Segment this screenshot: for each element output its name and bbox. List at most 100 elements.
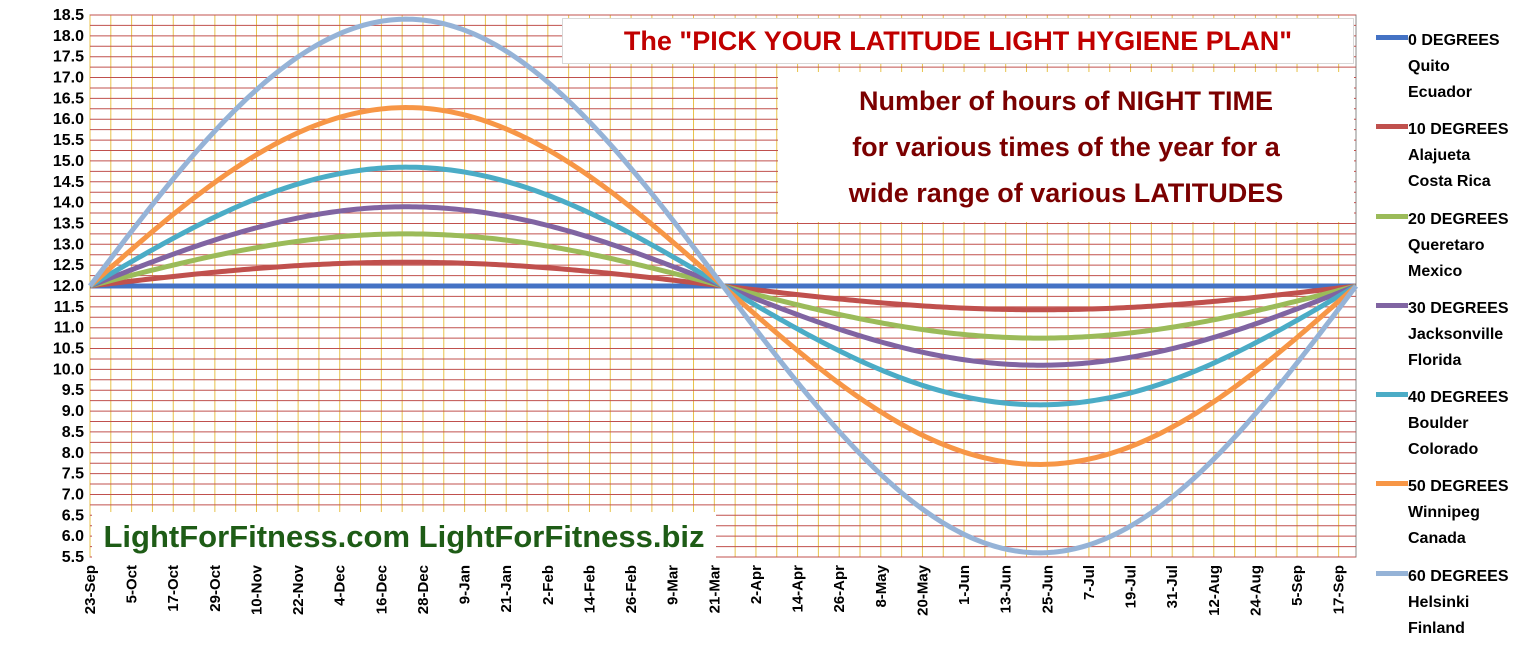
x-axis-tick-labels: 23-Sep 5-Oct 17-Oct 29-Oct 10-Nov 22-Nov 4-Dec… bbox=[82, 564, 1348, 616]
x-tick-label: 7-Jul bbox=[1081, 565, 1098, 600]
legend-swatch bbox=[1376, 35, 1408, 40]
y-tick-label: 7.0 bbox=[62, 486, 84, 503]
chart-legend: 0 DEGREES Quito Ecuador 10 DEGREES Alaju… bbox=[1366, 20, 1522, 645]
series-line-60-degrees bbox=[88, 16, 1358, 556]
y-tick-label: 11.5 bbox=[54, 299, 84, 316]
y-tick-label: 14.0 bbox=[53, 195, 84, 212]
y-tick-label: 9.5 bbox=[62, 382, 84, 399]
y-tick-label: 7.5 bbox=[62, 466, 84, 483]
y-tick-label: 9.0 bbox=[62, 403, 84, 420]
y-tick-label: 13.5 bbox=[53, 215, 84, 232]
x-tick-label: 17-Oct bbox=[165, 565, 182, 612]
y-tick-label: 17.5 bbox=[53, 49, 84, 66]
x-tick-label: 9-Mar bbox=[665, 565, 682, 605]
y-tick-label: 6.5 bbox=[62, 507, 84, 524]
legend-city: Helsinki bbox=[1408, 593, 1470, 611]
y-tick-label: 16.0 bbox=[53, 111, 84, 128]
legend-series-name: 50 DEGREES bbox=[1408, 478, 1509, 496]
x-tick-label: 9-Jan bbox=[457, 565, 474, 604]
legend-country: Colorado bbox=[1408, 441, 1479, 459]
chart-subtitle: Number of hours of NIGHT TIME for variou… bbox=[849, 78, 1284, 216]
legend-item: 20 DEGREES Queretaro Mexico bbox=[1366, 199, 1522, 288]
legend-swatch bbox=[1376, 213, 1408, 219]
x-tick-label: 5-Oct bbox=[124, 565, 141, 603]
y-tick-label: 12.5 bbox=[53, 257, 84, 274]
x-tick-label: 29-Oct bbox=[207, 565, 224, 612]
legend-city: Jacksonville bbox=[1408, 325, 1504, 343]
x-tick-label: 8-May bbox=[873, 564, 890, 607]
legend-city: Queretaro bbox=[1408, 236, 1485, 254]
legend-item: 50 DEGREES Winnipeg Canada bbox=[1366, 466, 1522, 555]
legend-swatch bbox=[1376, 302, 1408, 308]
legend-series-name: 20 DEGREES bbox=[1408, 210, 1509, 228]
x-tick-label: 24-Aug bbox=[1247, 565, 1264, 616]
legend-country: Florida bbox=[1408, 351, 1462, 369]
chart-subtitle-box: Number of hours of NIGHT TIME for variou… bbox=[778, 72, 1354, 222]
legend-series-name: 30 DEGREES bbox=[1408, 299, 1509, 317]
legend-country: Mexico bbox=[1408, 262, 1463, 280]
legend-item: 60 DEGREES Helsinki Finland bbox=[1366, 556, 1522, 645]
series-lines bbox=[88, 16, 1358, 556]
x-tick-label: 10-Nov bbox=[248, 564, 265, 615]
x-tick-label: 1-Jun bbox=[956, 565, 973, 605]
legend-swatch bbox=[1376, 570, 1408, 576]
y-axis-tick-labels: 5.5 6.0 6.5 7.0 7.5 8.0 8.5 9.0 9.5 10.0 10.5 11.0 1… bbox=[53, 7, 84, 566]
legend-country: Ecuador bbox=[1408, 84, 1473, 101]
y-tick-label: 16.5 bbox=[53, 90, 84, 107]
legend-city: Boulder bbox=[1408, 415, 1469, 433]
x-tick-label: 2-Feb bbox=[540, 565, 557, 605]
legend-city: Alajueta bbox=[1408, 147, 1471, 165]
y-tick-label: 12.0 bbox=[53, 278, 84, 295]
subtitle-line: for various times of the year for a bbox=[852, 132, 1280, 162]
subtitle-line: Number of hours of NIGHT TIME bbox=[859, 86, 1273, 116]
x-tick-label: 14-Feb bbox=[581, 565, 598, 613]
website-watermark-box: LightForFitness.com LightForFitness.biz bbox=[92, 512, 716, 562]
legend-swatch bbox=[1376, 392, 1408, 398]
x-tick-label: 12-Aug bbox=[1206, 565, 1223, 616]
chart-title-box: The "PICK YOUR LATITUDE LIGHT HYGIENE PL… bbox=[562, 18, 1354, 64]
x-tick-label: 26-Apr bbox=[831, 565, 848, 613]
x-tick-label: 31-Jul bbox=[1164, 565, 1181, 608]
y-tick-label: 18.0 bbox=[53, 28, 84, 45]
legend-series-name: 60 DEGREES bbox=[1408, 567, 1509, 585]
legend-item: 0 DEGREES Quito Ecuador bbox=[1366, 20, 1522, 109]
legend-series-name: 40 DEGREES bbox=[1408, 389, 1509, 407]
y-tick-label: 18.5 bbox=[53, 7, 84, 24]
legend-country: Finland bbox=[1408, 619, 1465, 637]
x-tick-label: 23-Sep bbox=[82, 565, 99, 614]
chart-title: The "PICK YOUR LATITUDE LIGHT HYGIENE PL… bbox=[623, 25, 1293, 56]
legend-item: 30 DEGREES Jacksonville Florida bbox=[1366, 288, 1522, 377]
legend-swatch bbox=[1376, 481, 1408, 487]
y-tick-label: 15.5 bbox=[53, 132, 84, 149]
legend-series-name: 10 DEGREES bbox=[1408, 121, 1509, 139]
legend-item: 40 DEGREES Boulder Colorado bbox=[1366, 377, 1522, 466]
x-tick-label: 4-Dec bbox=[332, 565, 349, 606]
website-watermark: LightForFitness.com LightForFitness.biz bbox=[103, 519, 705, 554]
y-tick-label: 8.5 bbox=[62, 424, 84, 441]
y-tick-label: 5.5 bbox=[62, 549, 84, 566]
legend-country: Costa Rica bbox=[1408, 173, 1491, 191]
y-tick-label: 10.5 bbox=[53, 341, 84, 358]
subtitle-line: wide range of various LATITUDES bbox=[848, 178, 1284, 208]
x-tick-label: 20-May bbox=[914, 564, 931, 616]
x-tick-label: 17-Sep bbox=[1331, 565, 1348, 614]
x-tick-label: 16-Dec bbox=[373, 565, 390, 614]
x-tick-label: 28-Dec bbox=[415, 565, 432, 614]
legend-city: Winnipeg bbox=[1408, 504, 1480, 522]
legend-country: Canada bbox=[1408, 530, 1466, 548]
y-tick-label: 10.0 bbox=[53, 361, 84, 378]
x-tick-label: 25-Jun bbox=[1039, 565, 1056, 613]
y-tick-label: 8.0 bbox=[62, 445, 84, 462]
legend-item: 10 DEGREES Alajueta Costa Rica bbox=[1366, 109, 1522, 198]
x-tick-label: 13-Jun bbox=[998, 565, 1015, 613]
x-tick-label: 21-Mar bbox=[706, 565, 723, 614]
x-tick-label: 22-Nov bbox=[290, 564, 307, 615]
y-tick-label: 13.0 bbox=[53, 236, 84, 253]
y-tick-label: 6.0 bbox=[62, 528, 84, 545]
x-tick-label: 21-Jan bbox=[498, 565, 515, 613]
x-tick-label: 5-Sep bbox=[1289, 565, 1306, 606]
x-tick-label: 19-Jul bbox=[1123, 565, 1140, 608]
legend-series-name: 0 DEGREES bbox=[1408, 32, 1500, 49]
y-tick-label: 14.5 bbox=[53, 174, 84, 191]
x-tick-label: 14-Apr bbox=[790, 565, 807, 613]
